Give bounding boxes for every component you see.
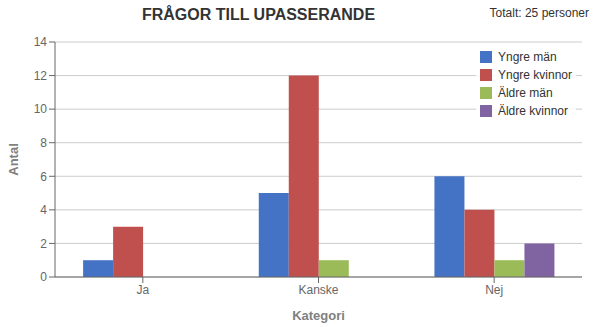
svg-text:10: 10 [34,102,48,116]
html-text:Äldre kvinnor: Äldre kvinnor [498,104,568,118]
svg-text:Kanske: Kanske [298,283,338,297]
html-text:FRÅGOR TILL UPASSERANDE: FRÅGOR TILL UPASSERANDE [141,6,376,23]
html-text:Totalt: 25 personer: Totalt: 25 personer [489,6,589,20]
svg-text:Nej: Nej [485,283,503,297]
svg-text:14: 14 [34,35,48,49]
svg-text:Antal: Antal [8,143,21,176]
svg-text:6: 6 [40,170,47,184]
html-text:Yngre män: Yngre män [498,50,557,64]
html-text:Yngre kvinnor: Yngre kvinnor [498,68,572,82]
svg-text:Ja: Ja [136,283,149,297]
svg-text:0: 0 [40,270,47,284]
html-text:Äldre män: Äldre män [498,86,553,100]
svg-text:2: 2 [40,237,47,251]
svg-text:4: 4 [40,203,47,217]
svg-text:8: 8 [40,136,47,150]
svg-text:12: 12 [34,69,48,83]
svg-text:Kategori: Kategori [292,308,345,323]
